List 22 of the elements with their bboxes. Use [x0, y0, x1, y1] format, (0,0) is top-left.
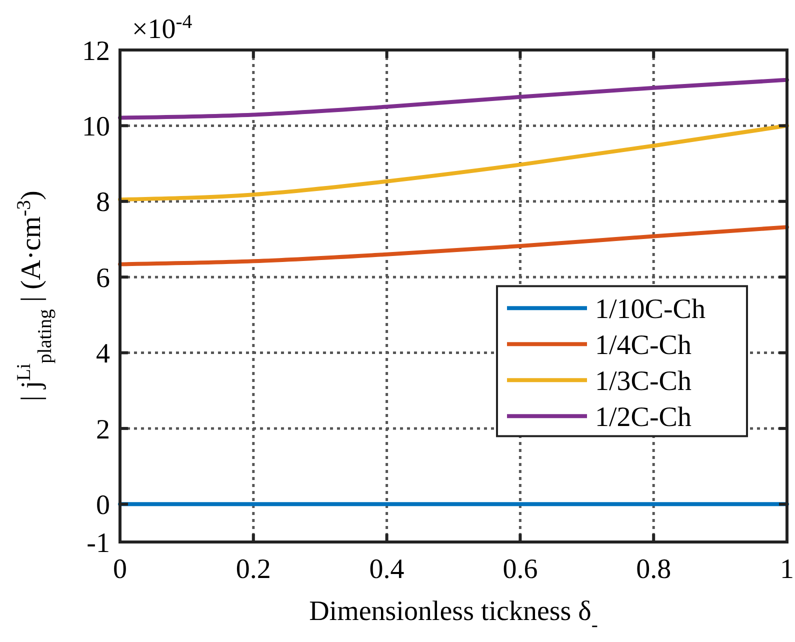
y-tick-label: 10	[82, 111, 110, 142]
legend-label: 1/3C-Ch	[595, 366, 692, 397]
line-series	[118, 225, 789, 266]
legend-label: 1/4C-Ch	[595, 330, 692, 361]
x-tick-label: 0.8	[636, 554, 672, 585]
x-axis-title: Dimensionless tickness δ$_{-}$	[309, 596, 598, 636]
y-tick-label: 4	[96, 338, 110, 370]
x-tick-label: 0.4	[369, 554, 404, 585]
legend-label: 1/10C-Ch	[595, 294, 706, 325]
line-series	[118, 78, 789, 120]
y-tick-label: 6	[96, 262, 110, 294]
line-series	[118, 124, 789, 202]
x-tick-label: 1	[780, 554, 794, 585]
text: ×10$^{-4}$	[132, 12, 192, 45]
x-tick-label: 0.2	[236, 554, 271, 585]
legend-label: 1/2C-Ch	[595, 402, 692, 433]
x-tick-label: 0.6	[502, 554, 538, 585]
y-tick-label: 12	[82, 36, 110, 67]
y-tick-label: 0	[96, 490, 110, 521]
y-tick-label: 2	[96, 414, 110, 446]
y-tick-label: -1	[86, 528, 110, 559]
y-tick-label: 8	[96, 187, 110, 218]
